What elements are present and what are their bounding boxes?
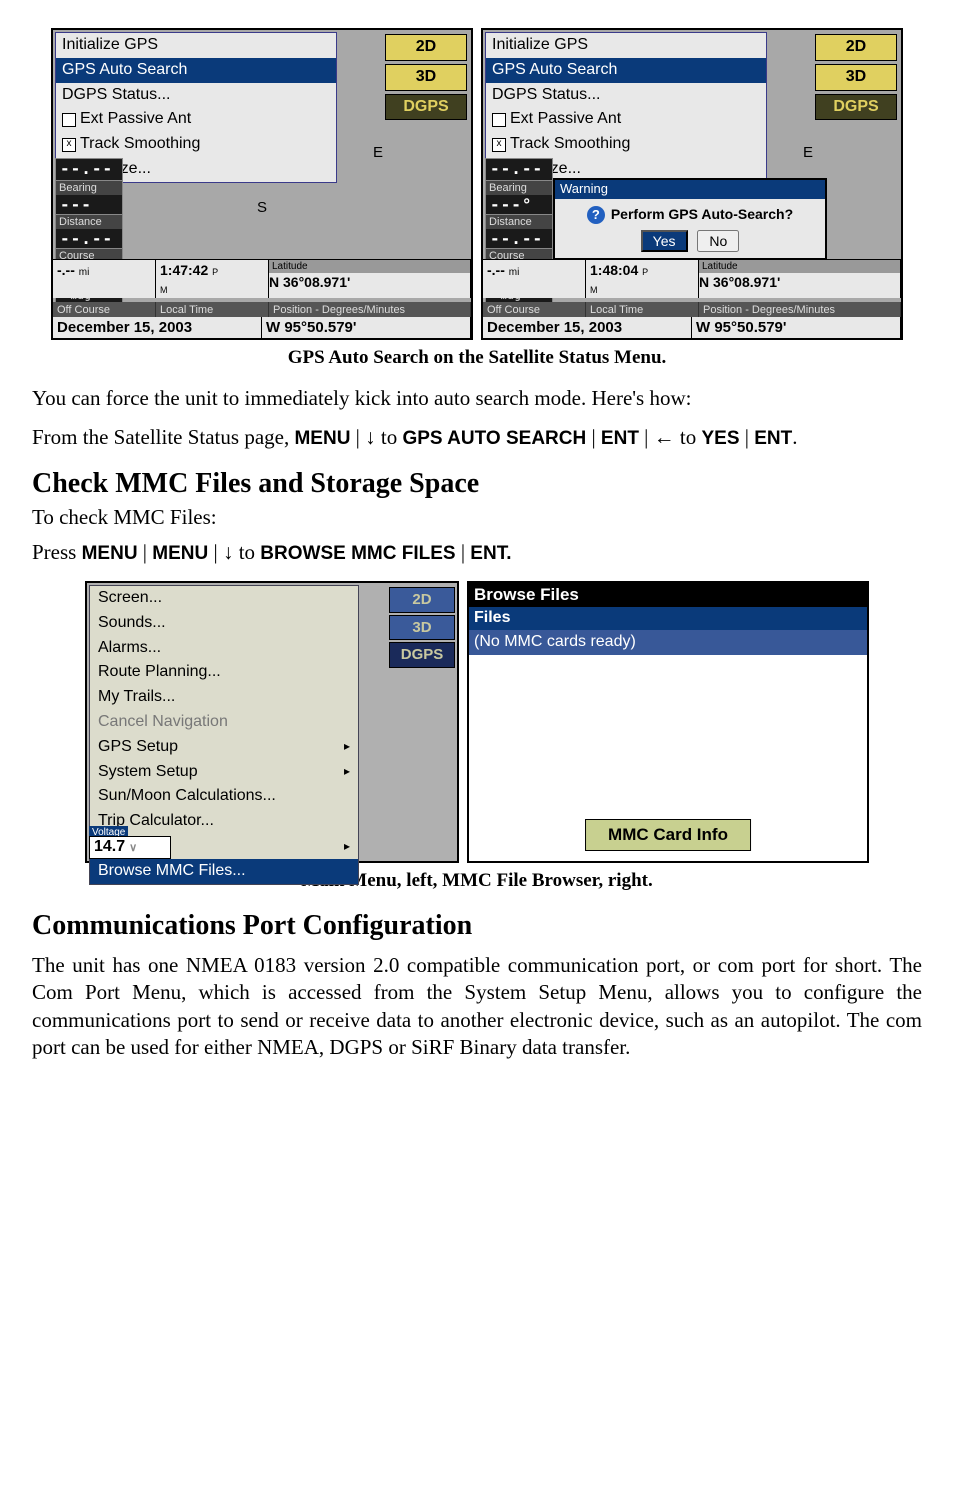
line-to-check: To check MMC Files: (32, 504, 922, 531)
question-icon: ? (587, 206, 605, 224)
menu-item-initialize-gps[interactable]: Initialize GPS (56, 33, 336, 58)
para-force-unit: You can force the unit to immediately ki… (32, 385, 922, 412)
checkbox-track-smoothing[interactable]: x (62, 138, 76, 152)
heading-com-port: Communications Port Configuration (32, 908, 922, 944)
menu-item-track-smoothing[interactable]: x Track Smoothing (56, 132, 336, 157)
figure-2-row: Screen... Sounds... Alarms... Route Plan… (32, 581, 922, 863)
menu-item-track-smoothing-r[interactable]: xTrack Smoothing (486, 132, 766, 157)
menu-item-initialize-gps-r[interactable]: Initialize GPS (486, 33, 766, 58)
menu-route-planning[interactable]: Route Planning... (90, 660, 358, 685)
mmc-card-info-button[interactable]: MMC Card Info (585, 819, 751, 851)
btn-3d-r[interactable]: 3D (815, 64, 897, 91)
btn-2d[interactable]: 2D (385, 34, 467, 61)
row-values-1: -.-- mi 1:47:42 PM LatitudeN 36°08.971' (53, 259, 471, 298)
dropdown-icon[interactable]: ∨ (129, 842, 137, 854)
menu-item-gps-auto-search-r[interactable]: GPS Auto Search (486, 58, 766, 83)
line-press-menu: Press MENU | MENU | ↓ to BROWSE MMC FILE… (32, 539, 922, 567)
chevron-right-icon: ▸ (344, 839, 350, 855)
browse-title: Browse Files (469, 583, 867, 607)
btn-dgps-2[interactable]: DGPS (389, 642, 455, 668)
btn-dgps-r[interactable]: DGPS (815, 94, 897, 121)
menu-item-dgps-status[interactable]: DGPS Status... (56, 83, 336, 108)
menu-screen[interactable]: Screen... (90, 586, 358, 611)
para-com-port: The unit has one NMEA 0183 version 2.0 c… (32, 952, 922, 1061)
no-cards-message: (No MMC cards ready) (469, 630, 867, 655)
menu-gps-setup[interactable]: GPS Setup▸ (90, 735, 358, 760)
menu-system-setup[interactable]: System Setup▸ (90, 760, 358, 785)
row-values-1-r: -.-- mi 1:48:04 PM LatitudeN 36°08.971' (483, 259, 901, 298)
menu-my-trails[interactable]: My Trails... (90, 685, 358, 710)
btn-3d[interactable]: 3D (385, 64, 467, 91)
checkbox-ext-passive[interactable] (62, 113, 76, 127)
figure-1-row: Initialize GPS GPS Auto Search DGPS Stat… (32, 28, 922, 340)
dialog-text: Perform GPS Auto-Search? (611, 206, 793, 222)
warning-dialog: Warning ? Perform GPS Auto-Search? Yes No (553, 178, 827, 260)
menu-item-ext-passive-ant-r[interactable]: Ext Passive Ant (486, 107, 766, 132)
heading-check-mmc: Check MMC Files and Storage Space (32, 466, 922, 502)
footer-voltage: 14.7∨ (89, 836, 171, 859)
menu-item-dgps-status-r[interactable]: DGPS Status... (486, 83, 766, 108)
label-ext-passive: Ext Passive Ant (80, 109, 191, 130)
screenshot-main-menu: Screen... Sounds... Alarms... Route Plan… (85, 581, 459, 863)
gauge-distance-r: Distance--.-- (485, 214, 553, 251)
val-latitude: N 36°08.971' (269, 274, 350, 290)
figure-1-caption: GPS Auto Search on the Satellite Status … (32, 346, 922, 371)
btn-dgps[interactable]: DGPS (385, 94, 467, 121)
btn-2d-r[interactable]: 2D (815, 34, 897, 61)
menu-browse-mmc[interactable]: Browse MMC Files... (90, 859, 358, 884)
right-buttons-2: 2D 3D DGPS (389, 587, 455, 668)
para-from-satellite: From the Satellite Status page, MENU | ↓… (32, 424, 922, 452)
val-off-course: -.-- (57, 262, 75, 278)
val-local-time-r: 1:48:04 (590, 262, 638, 278)
dialog-yes-button[interactable]: Yes (641, 230, 688, 252)
chevron-right-icon: ▸ (344, 739, 350, 755)
dialog-no-button[interactable]: No (697, 230, 739, 252)
screenshot-gps-dialog: Initialize GPS GPS Auto Search DGPS Stat… (481, 28, 903, 340)
right-button-column-r: 2D 3D DGPS (815, 34, 897, 120)
menu-sun-moon[interactable]: Sun/Moon Calculations... (90, 784, 358, 809)
screenshot-browse-files: Browse Files Files (No MMC cards ready) … (467, 581, 869, 863)
val-longitude: W 95°50.579' (266, 319, 356, 336)
browse-subtitle: Files (469, 607, 867, 630)
compass-south: S (257, 198, 267, 218)
gauge-bearing-r: Bearing---° (485, 180, 553, 217)
menu-alarms[interactable]: Alarms... (90, 636, 358, 661)
menu-trip-calculator[interactable]: Trip Calculator... (90, 809, 358, 834)
compass-east-r: E (803, 143, 813, 163)
right-button-column: 2D 3D DGPS (385, 34, 467, 120)
menu-sounds[interactable]: Sounds... (90, 611, 358, 636)
val-local-time: 1:47:42 (160, 262, 208, 278)
screenshot-gps-menu: Initialize GPS GPS Auto Search DGPS Stat… (51, 28, 473, 340)
dialog-title: Warning (555, 180, 825, 199)
menu-item-gps-auto-search[interactable]: GPS Auto Search (56, 58, 336, 83)
menu-item-ext-passive-ant[interactable]: Ext Passive Ant (56, 107, 336, 132)
val-date: December 15, 2003 (57, 319, 192, 336)
row-date-long-r: December 15, 2003 W 95°50.579' (483, 317, 901, 339)
label-track-smoothing: Track Smoothing (80, 134, 200, 155)
menu-cancel-navigation: Cancel Navigation (90, 710, 358, 735)
compass-east: E (373, 143, 383, 163)
chevron-right-icon: ▸ (344, 764, 350, 780)
row-date-long: December 15, 2003 W 95°50.579' (53, 317, 471, 339)
btn-2d-2[interactable]: 2D (389, 587, 455, 613)
btn-3d-2[interactable]: 3D (389, 615, 455, 641)
